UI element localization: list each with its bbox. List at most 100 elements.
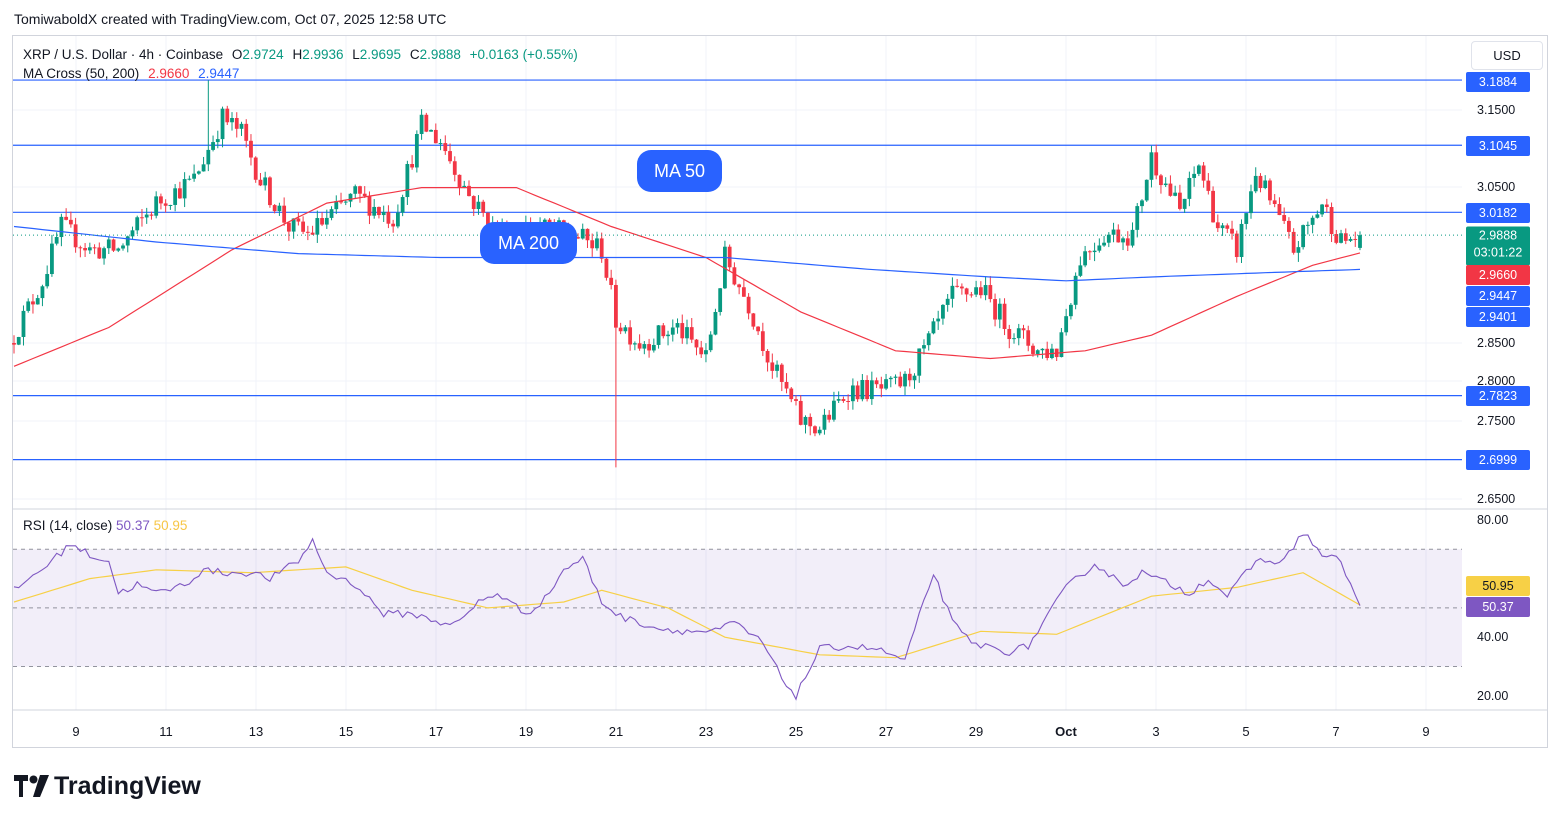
rsi-ma-axis-label: 50.95 — [1466, 576, 1530, 596]
candle-body — [599, 238, 604, 259]
candle-body — [159, 196, 163, 204]
level-label: 3.1884 — [1466, 72, 1530, 92]
extra-axis-label: 2.9401 — [1466, 307, 1530, 327]
candle-body — [26, 301, 31, 311]
candle-body — [102, 248, 106, 259]
candle-body — [116, 248, 121, 251]
candle-body — [1087, 251, 1092, 253]
candle-body — [893, 376, 898, 378]
candle-body — [424, 114, 429, 132]
candle-body — [452, 161, 457, 175]
candle-body — [476, 201, 481, 210]
high-value: 2.9936 — [302, 47, 344, 62]
symbol-legend[interactable]: XRP / U.S. Dollar · 4h · Coinbase O2.972… — [23, 45, 583, 83]
candle-body — [1339, 233, 1343, 243]
candle-body — [964, 288, 969, 295]
candle-body — [68, 219, 73, 225]
candle-body — [1026, 330, 1031, 346]
candle-body — [1078, 265, 1083, 276]
candle-body — [860, 379, 865, 400]
candle-body — [1263, 180, 1268, 189]
time-label: 19 — [518, 724, 534, 739]
ma-indicator-row[interactable]: MA Cross (50, 200) 2.9660 2.9447 — [23, 64, 583, 83]
candle-body — [941, 304, 945, 319]
candle-body — [1234, 233, 1239, 258]
candle-body — [888, 377, 893, 380]
candle-body — [865, 379, 869, 400]
time-label: 21 — [608, 724, 624, 739]
candle-body — [623, 327, 628, 332]
candle-body — [1059, 332, 1064, 358]
candle-body — [282, 205, 287, 223]
candle-body — [746, 296, 751, 314]
candle-body — [903, 373, 907, 387]
candle-body — [1320, 204, 1324, 215]
candle-body — [353, 186, 358, 194]
candle-body — [618, 327, 623, 332]
price-tick: 3.1500 — [1477, 103, 1516, 117]
candle-body — [1291, 231, 1296, 253]
candle-body — [827, 414, 832, 420]
candle-body — [395, 212, 400, 227]
candle-body — [1168, 183, 1173, 196]
candle-body — [381, 211, 386, 216]
candle-body — [467, 185, 471, 197]
candle-body — [1277, 204, 1282, 216]
candle-body — [1329, 207, 1334, 235]
candle-body — [263, 177, 268, 186]
ma50-callout[interactable]: MA 50 — [637, 150, 722, 192]
candle-body — [50, 243, 54, 275]
candle-body — [277, 205, 282, 212]
candle-body — [997, 303, 1002, 320]
ma50-line — [13, 187, 1361, 367]
candle-body — [1073, 275, 1078, 305]
candle-body — [770, 362, 775, 371]
candle-body — [1021, 328, 1026, 331]
candle-body — [1040, 348, 1045, 351]
candle-body — [334, 201, 339, 210]
brand-name: TradingView — [54, 772, 201, 800]
open-value: 2.9724 — [242, 47, 284, 62]
candle-body — [713, 311, 718, 335]
candle-body — [1301, 225, 1306, 248]
tradingview-logo[interactable]: TradingView — [14, 772, 201, 801]
candle-body — [765, 350, 770, 363]
candle-body — [130, 230, 135, 237]
candle-body — [789, 388, 794, 400]
candle-body — [604, 258, 609, 278]
candle-body — [358, 186, 362, 194]
candle-body — [1097, 245, 1102, 251]
candle-body — [727, 246, 732, 268]
candle-body — [1220, 225, 1225, 229]
candle-body — [386, 211, 391, 224]
candle-body — [438, 143, 443, 145]
candle-body — [211, 142, 215, 150]
candle-body — [201, 164, 206, 172]
currency-button[interactable]: USD — [1471, 41, 1543, 70]
price-tick: 2.8500 — [1477, 336, 1516, 350]
candle-body — [215, 139, 220, 143]
candle-body — [12, 343, 16, 345]
candle-body — [737, 284, 742, 288]
rsi-legend[interactable]: RSI (14, close) 50.37 50.95 — [23, 518, 187, 533]
time-label: 7 — [1332, 724, 1340, 739]
candle-body — [784, 381, 789, 389]
candle-body — [1125, 238, 1130, 246]
candle-body — [54, 237, 59, 244]
candle-body — [884, 379, 888, 389]
ma200-callout[interactable]: MA 200 — [480, 222, 577, 264]
candle-body — [1305, 224, 1310, 226]
candle-body — [1149, 152, 1154, 180]
candle-body — [1064, 316, 1069, 333]
price-tick: 2.8000 — [1477, 374, 1516, 388]
candle-body — [377, 206, 381, 216]
candle-body — [234, 118, 239, 129]
rsi-name: RSI (14, close) — [23, 518, 113, 533]
time-label: 17 — [428, 724, 444, 739]
candle-body — [196, 171, 201, 174]
candle-body — [1012, 338, 1016, 340]
time-label: 13 — [248, 724, 264, 739]
candle-body — [1182, 198, 1187, 209]
candle-body — [704, 350, 708, 355]
